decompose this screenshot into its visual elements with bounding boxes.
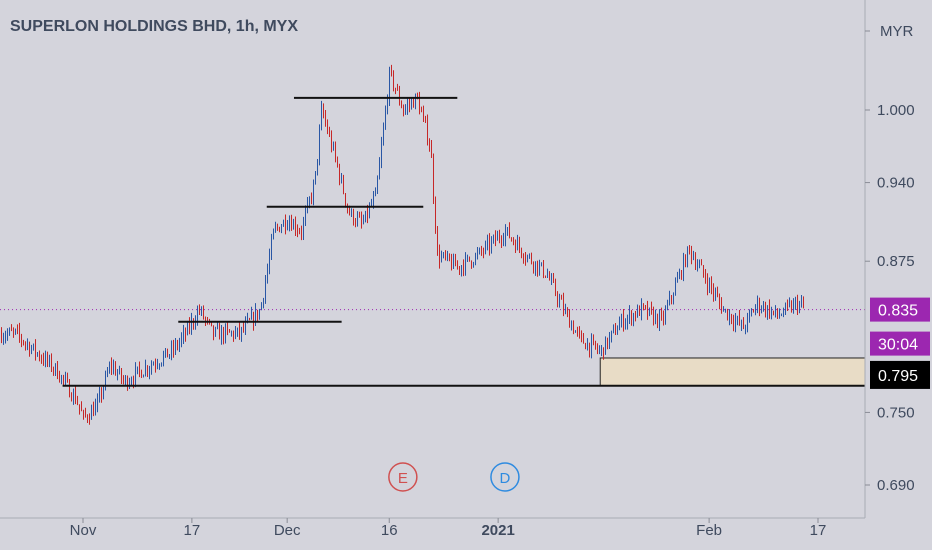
time-tick-label: 17 bbox=[810, 522, 827, 539]
price-tick-label: 0.875 bbox=[877, 253, 915, 270]
price-tick-label: 0.750 bbox=[877, 404, 915, 421]
time-tick-label: Feb bbox=[696, 522, 722, 539]
candlesticks bbox=[1, 64, 804, 425]
support-zone[interactable] bbox=[599, 357, 866, 387]
chart-title: SUPERLON HOLDINGS BHD, 1h, MYX bbox=[10, 18, 299, 35]
time-tick-label: 17 bbox=[184, 522, 201, 539]
currency-label: MYR bbox=[880, 23, 914, 40]
price-tick-label: 0.690 bbox=[877, 477, 915, 494]
level-price-label-bg bbox=[870, 360, 930, 389]
time-tick-label: 16 bbox=[381, 522, 398, 539]
time-tick-label: Nov bbox=[70, 522, 97, 539]
earnings-event-letter: E bbox=[398, 470, 408, 487]
time-tick-label: 2021 bbox=[481, 522, 514, 539]
time-tick-label: Dec bbox=[274, 522, 301, 539]
countdown-label: 30:04 bbox=[878, 337, 918, 354]
dividend-event-letter: D bbox=[500, 470, 511, 487]
price-tick-label: 1.000 bbox=[877, 102, 915, 119]
level-price-label: 0.795 bbox=[878, 368, 918, 385]
last-price-label: 0.835 bbox=[878, 303, 918, 320]
last-price-label-bg bbox=[870, 297, 930, 322]
dividend-event-marker[interactable] bbox=[490, 462, 520, 492]
countdown-label-bg bbox=[870, 331, 930, 356]
earnings-event-marker[interactable] bbox=[388, 462, 418, 492]
price-tick-label: 0.940 bbox=[877, 175, 915, 192]
